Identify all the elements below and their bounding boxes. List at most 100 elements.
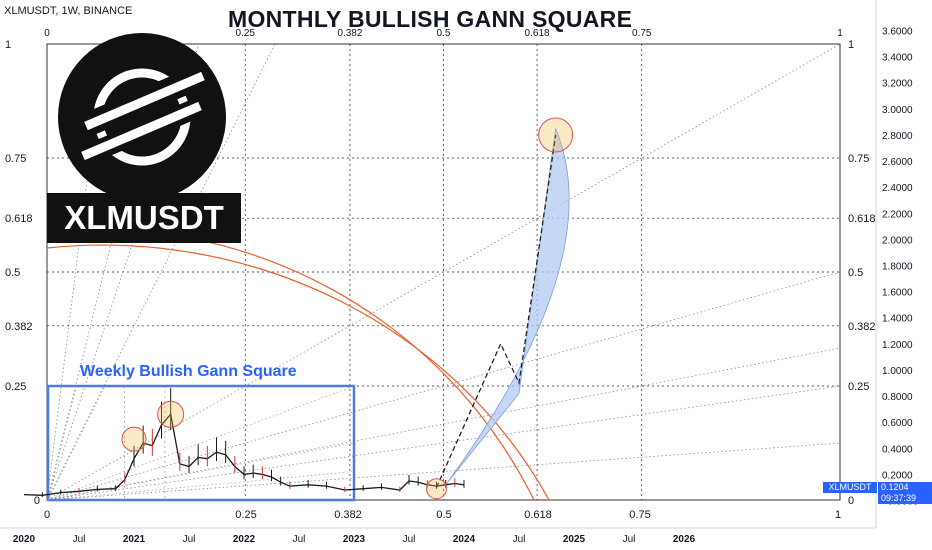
- price-tick-label: 0.4000: [882, 444, 913, 455]
- gann-label-bottom: 0.5: [436, 509, 451, 521]
- time-tick-label: Jul: [293, 534, 306, 545]
- projection-band-shape: [445, 126, 570, 486]
- weekly-fan-line: [47, 442, 355, 501]
- price-tick-label: 0.2000: [882, 470, 913, 481]
- gann-label-top: 0.75: [632, 28, 652, 39]
- projection-band: [445, 126, 570, 486]
- gann-label-bottom: 0.25: [235, 509, 256, 521]
- gann-label-left: 0.618: [5, 213, 33, 225]
- price-tick-label: 1.2000: [882, 340, 913, 351]
- projection-dashed-line: [435, 134, 557, 488]
- gann-label-bottom: 0.75: [629, 509, 650, 521]
- time-tick-label: 2024: [453, 534, 476, 545]
- weekly-square-box: [46, 384, 356, 502]
- gann-label-left: 0.5: [5, 267, 20, 279]
- weekly-gann-square: [46, 384, 356, 502]
- highlight-circle: [538, 117, 574, 153]
- gann-label-right: 0.382: [848, 321, 876, 333]
- gann-label-bottom: 1: [835, 509, 841, 521]
- stellar-logo-stripe: [81, 101, 202, 161]
- gann-label-top: 0.5: [437, 28, 451, 39]
- gann-fan-line: [46, 385, 841, 501]
- level-labels: 0.25 0.25 0.25 0.382 0.382 0.382 0.5 0.5 0.5 0.61…: [5, 28, 876, 521]
- gann-label-bottom: 0.382: [334, 509, 362, 521]
- gann-label-right: 0.25: [848, 381, 869, 393]
- last-price-value: 0.1204: [881, 482, 909, 492]
- gann-fan-line: [46, 43, 276, 501]
- time-tick-label: Jul: [623, 534, 636, 545]
- gann-label-top: 0.618: [525, 28, 550, 39]
- gann-label-right: 0: [848, 495, 854, 507]
- gann-label-bottom: 0: [44, 509, 50, 521]
- symbol-header: XLMUSDT, 1W, BINANCE: [4, 5, 133, 17]
- price-tick-label: 3.0000: [882, 105, 913, 116]
- time-tick-label: 2020: [13, 534, 36, 545]
- price-tick-label: 0.6000: [882, 418, 913, 429]
- highlight-circle: [121, 426, 147, 452]
- gann-label-right: 0.618: [848, 213, 876, 225]
- gann-label-left: 1: [5, 39, 11, 51]
- time-tick-label: Jul: [403, 534, 416, 545]
- last-price-tag: 0.1204 09:37:39: [878, 482, 932, 504]
- highlight-circles: [121, 117, 574, 500]
- price-tick-label: 2.2000: [882, 209, 913, 220]
- ticker-badge: XLMUSDT: [47, 193, 241, 243]
- price-tick-label: 0.8000: [882, 392, 913, 403]
- gann-label-right: 0.5: [848, 267, 863, 279]
- price-tick-label: 2.6000: [882, 157, 913, 168]
- gann-fan-line: [46, 43, 105, 501]
- time-tick-label: Jul: [73, 534, 86, 545]
- chart-title: MONTHLY BULLISH GANN SQUARE: [228, 6, 633, 32]
- gann-label-top: 1: [837, 28, 843, 39]
- time-tick-label: 2023: [343, 534, 366, 545]
- gann-label-top: 0.25: [236, 28, 256, 39]
- price-line: [23, 412, 465, 496]
- gann-label-right: 0.75: [848, 153, 869, 165]
- time-tick-label: Jul: [513, 534, 526, 545]
- weekly-fan-line: [47, 471, 355, 501]
- highlight-circle: [157, 400, 185, 428]
- projection-path: [435, 134, 557, 488]
- gann-arc-inner: [46, 244, 550, 501]
- highlight-circle: [426, 478, 447, 500]
- time-tick-label: 2021: [123, 534, 146, 545]
- price-tick-label: 2.0000: [882, 235, 913, 246]
- gann-label-left: 0.75: [5, 153, 26, 165]
- gann-label-left: 0.382: [5, 321, 33, 333]
- price-tick-label: 2.8000: [882, 131, 913, 142]
- gann-label-left: 0: [34, 495, 40, 507]
- time-tick-label: 2025: [563, 534, 586, 545]
- weekly-square-title: Weekly Bullish Gann Square: [80, 363, 297, 380]
- time-tick-label: Jul: [183, 534, 196, 545]
- time-tick-label: 2022: [233, 534, 256, 545]
- gann-fan-line: [46, 271, 841, 501]
- price-tick-label: 3.2000: [882, 79, 913, 90]
- price-tick-label: 1.6000: [882, 288, 913, 299]
- stellar-logo-icon: [58, 33, 226, 201]
- gann-fan-line: [46, 442, 841, 501]
- bar-countdown: 09:37:39: [881, 493, 917, 503]
- time-tick-label: 2026: [673, 534, 696, 545]
- gann-label-bottom: 0.618: [524, 509, 552, 521]
- price-series: [23, 387, 465, 498]
- price-symbol-badge: XLMUSDT: [823, 482, 877, 493]
- time-axis: 2020 Jul 2021 Jul 2022 Jul 2023 Jul 2024 Jul 2025 J…: [13, 534, 696, 545]
- price-tick-label: 1.8000: [882, 262, 913, 273]
- price-tick-label: 3.6000: [882, 27, 913, 38]
- price-axis: 3.6000 3.4000 3.2000 3.0000 2.8000 2.6000 2.40…: [882, 27, 919, 508]
- weekly-fan-line: [47, 385, 106, 501]
- gann-label-top: 0.382: [337, 28, 362, 39]
- stellar-logo-stripe: [84, 71, 205, 131]
- weekly-fan-line: [47, 385, 77, 501]
- price-tick-label: 3.4000: [882, 53, 913, 64]
- gann-label-right: 1: [848, 39, 854, 51]
- price-tick-label: 1.0000: [882, 366, 913, 377]
- weekly-fan-line: [47, 385, 355, 501]
- gann-fan-line: [46, 347, 841, 501]
- price-tick-label: 2.4000: [882, 183, 913, 194]
- price-tick-label: 1.4000: [882, 314, 913, 325]
- gann-label-top: 0: [44, 28, 50, 39]
- gann-label-left: 0.25: [5, 381, 26, 393]
